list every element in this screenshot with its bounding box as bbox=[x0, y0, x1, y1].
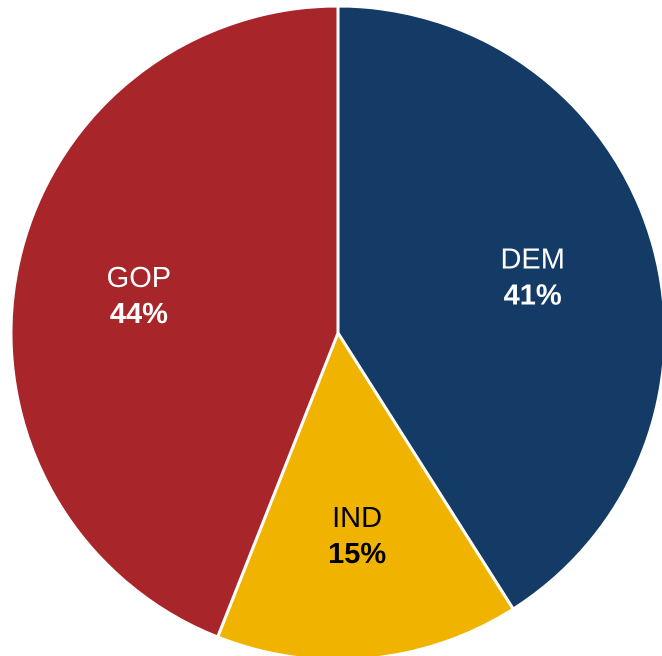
slice-value-dem: 41% bbox=[504, 279, 562, 311]
slices-layer bbox=[9, 4, 662, 656]
slice-name-dem: DEM bbox=[500, 243, 564, 275]
pie-slice-ind bbox=[216, 331, 515, 656]
pie-slice-gop bbox=[9, 4, 340, 639]
slice-label-gop: GOP 44% bbox=[107, 262, 171, 330]
slice-label-ind: IND 15% bbox=[328, 502, 386, 570]
labels-layer: DEM 41% IND 15% GOP 44% bbox=[107, 243, 565, 569]
slice-name-gop: GOP bbox=[107, 262, 171, 294]
slice-value-gop: 44% bbox=[110, 298, 168, 330]
slice-label-dem: DEM 41% bbox=[500, 243, 564, 311]
slice-name-ind: IND bbox=[332, 502, 382, 534]
slice-value-ind: 15% bbox=[328, 538, 386, 570]
